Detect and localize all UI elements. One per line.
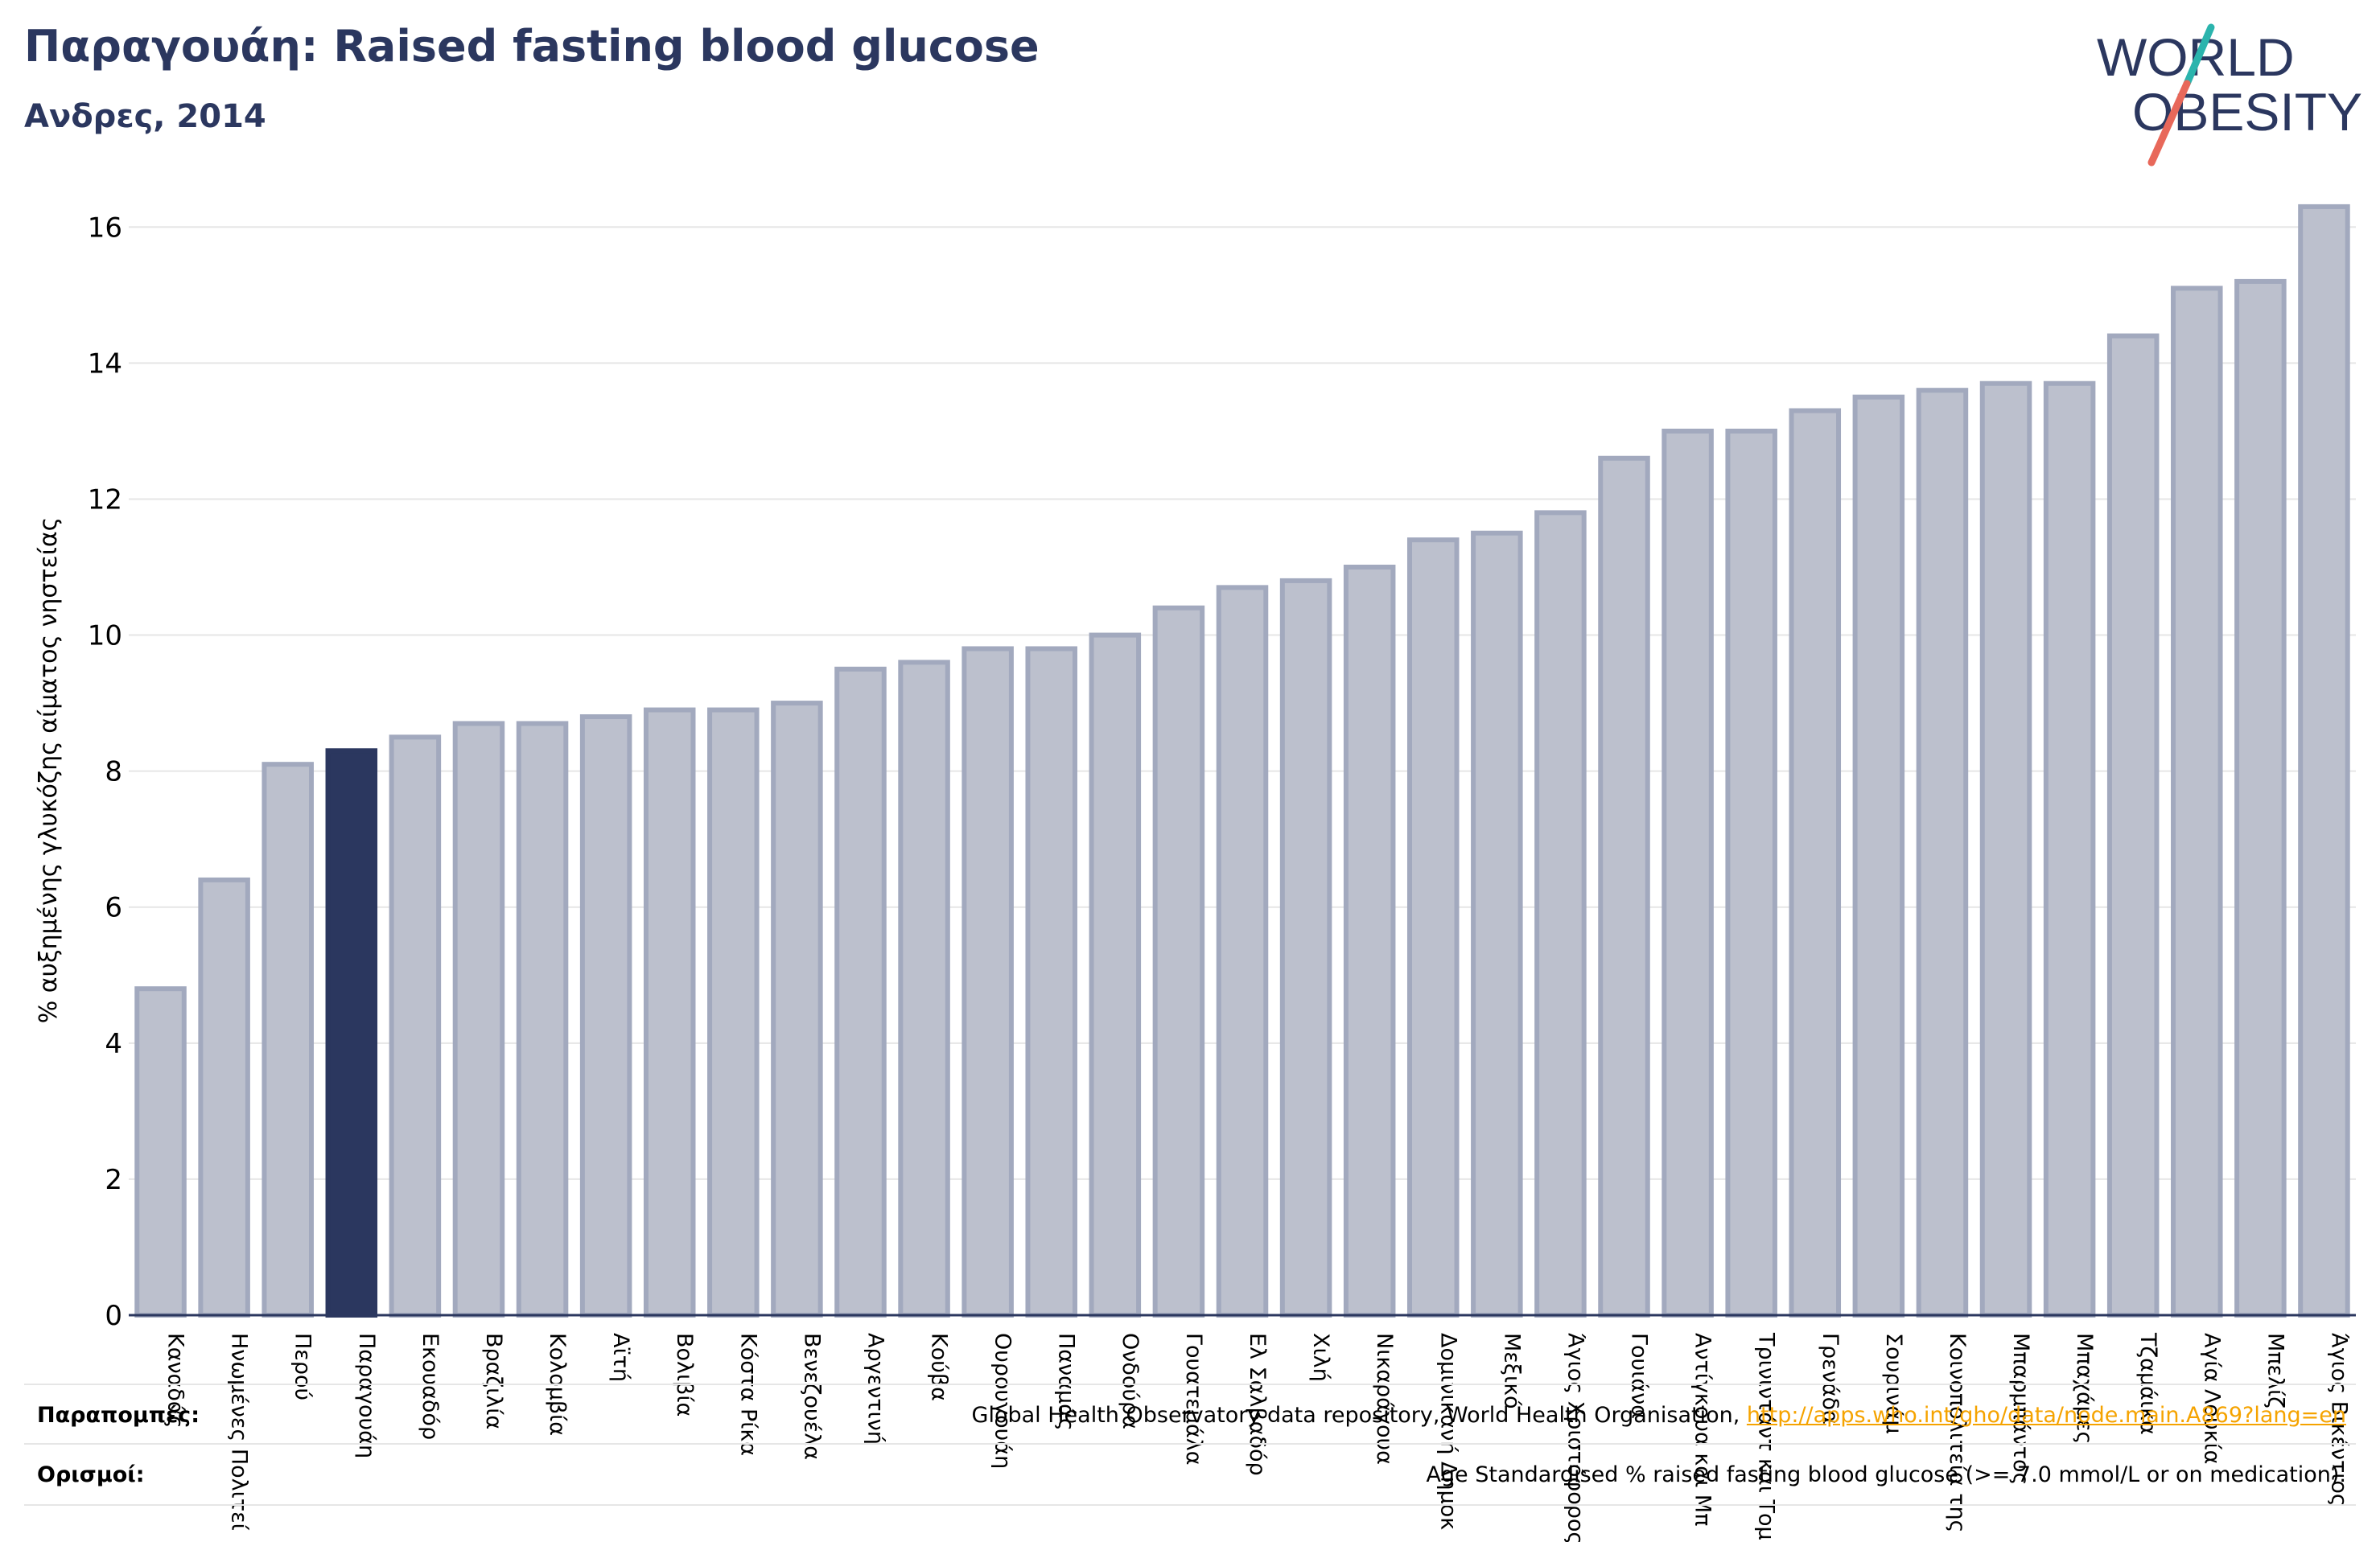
x-tick-label: Γουιάνα xyxy=(1627,1333,1652,1419)
bar xyxy=(1089,632,1142,1318)
x-tick-label: Νικαράγουα xyxy=(1372,1333,1397,1465)
bar xyxy=(389,734,442,1318)
bar xyxy=(1598,455,1650,1318)
bar xyxy=(516,721,569,1318)
x-tick-label: Αντίγκουα και Μπ xyxy=(1690,1333,1715,1526)
bar xyxy=(2106,333,2160,1318)
y-tick-label: 4 xyxy=(105,1028,122,1060)
y-tick-label: 12 xyxy=(88,483,122,516)
x-tick-label: Χιλή xyxy=(1308,1333,1333,1382)
bar xyxy=(961,646,1014,1318)
bar xyxy=(2043,380,2096,1318)
bar xyxy=(834,666,887,1318)
definitions-label: Ορισμοί: xyxy=(37,1462,145,1487)
bar xyxy=(1725,428,1777,1318)
world-obesity-logo: WORLD OBESITY xyxy=(2097,23,2362,167)
bar xyxy=(452,721,505,1318)
bar xyxy=(198,877,250,1318)
x-tick-label: Ουρουγουάη xyxy=(990,1333,1015,1469)
chart-subtitle: Ανδρες, 2014 xyxy=(24,98,266,135)
bar xyxy=(1216,585,1269,1318)
bar xyxy=(1979,380,2032,1318)
x-tick-label: Αγία Λουκία xyxy=(2199,1333,2224,1464)
x-tick-label: Βραζιλία xyxy=(481,1333,506,1429)
y-tick-label: 8 xyxy=(105,756,122,788)
bar xyxy=(134,986,187,1318)
bar xyxy=(1661,428,1714,1318)
x-tick-label: Μπαρμπάντος xyxy=(2008,1333,2033,1485)
x-tick-label: Εκουαδόρ xyxy=(418,1333,443,1440)
bar xyxy=(1789,408,1842,1318)
x-tick-label: Ηνωμένες Πολιτεί xyxy=(227,1333,252,1531)
x-tick-label: Βολιβία xyxy=(672,1333,697,1417)
sources-label: Παραπομπές: xyxy=(37,1403,200,1428)
y-tick-label: 2 xyxy=(105,1164,122,1196)
bar xyxy=(2171,286,2223,1318)
y-tick-label: 16 xyxy=(88,212,122,244)
bar xyxy=(1852,394,1905,1318)
bar xyxy=(1152,605,1205,1318)
x-tick-label: Τζαμάικα xyxy=(2135,1332,2160,1435)
x-tick-label: Περού xyxy=(290,1333,315,1400)
x-tick-label: Κούβα xyxy=(927,1333,952,1401)
x-tick-label: Αργεντινή xyxy=(863,1333,887,1445)
bar xyxy=(1025,646,1078,1318)
bar xyxy=(261,762,314,1318)
bar xyxy=(1916,388,1969,1318)
y-tick-label: 14 xyxy=(88,347,122,380)
bar xyxy=(1471,530,1523,1318)
x-tick-label: Γρενάδα xyxy=(1818,1333,1843,1425)
bar xyxy=(2234,278,2287,1318)
bar xyxy=(707,707,760,1318)
y-tick-label: 6 xyxy=(105,892,122,924)
definitions-text: Age Standardised % raised fasting blood … xyxy=(1426,1462,2346,1487)
x-tick-label: Μπελίζ xyxy=(2263,1333,2287,1408)
sources-text: Global Health Observatory data repositor… xyxy=(971,1403,1747,1428)
footer-definitions: Ορισμοί: Age Standardised % raised fasti… xyxy=(24,1443,2356,1506)
y-tick-label: 10 xyxy=(88,620,122,652)
bar xyxy=(1343,565,1396,1318)
x-tick-label: Μπαχάμες xyxy=(2072,1333,2097,1444)
bar xyxy=(1534,510,1587,1318)
x-tick-label: Κοινοπολιτεία της xyxy=(1945,1333,1970,1532)
x-tick-label: Κόστα Ρίκα xyxy=(735,1333,760,1456)
bar xyxy=(2298,204,2350,1318)
bar xyxy=(771,701,823,1318)
bar xyxy=(643,707,696,1318)
x-tick-label: Σουρινάμ xyxy=(1881,1333,1906,1434)
bar-highlight xyxy=(325,748,378,1318)
y-tick-label: 0 xyxy=(105,1300,122,1332)
x-tick-label: Καναδάς xyxy=(163,1333,188,1429)
footer-sources: Παραπομπές: Global Health Observatory da… xyxy=(24,1384,2356,1445)
bar xyxy=(1406,537,1460,1318)
x-tick-label: Αϊτή xyxy=(608,1333,633,1382)
bar xyxy=(898,660,950,1318)
x-tick-label: Δομινικανή Δημοκ xyxy=(1435,1333,1460,1530)
logo-slash-teal xyxy=(2183,23,2215,88)
sources-value: Global Health Observatory data repositor… xyxy=(972,1403,2346,1428)
x-tick-label: Παναμάς xyxy=(1054,1333,1079,1431)
sources-link[interactable]: http://apps.who.int/gho/data/node.main.A… xyxy=(1746,1403,2346,1428)
x-tick-label: Μεξικό xyxy=(1499,1333,1524,1409)
x-tick-label: Ελ Σαλβαδόρ xyxy=(1245,1333,1270,1476)
y-axis-label: % αυξημένης γλυκόζης αίματος νηστείας xyxy=(35,517,63,1023)
x-tick-label: Παραγουάη xyxy=(354,1333,379,1458)
x-tick-label: Βενεζουέλα xyxy=(799,1333,824,1460)
x-tick-label: Άγιος Χριστόφορος κ xyxy=(1563,1333,1587,1542)
chart-title: Παραγουάη: Raised fasting blood glucose xyxy=(24,21,1040,72)
bar xyxy=(579,714,632,1318)
x-tick-label: Άγιος Βικέντιος xyxy=(2326,1333,2351,1507)
bar xyxy=(1279,578,1332,1318)
x-tick-label: Ονδούρα xyxy=(1118,1333,1143,1429)
logo-slash-coral xyxy=(2147,80,2191,167)
